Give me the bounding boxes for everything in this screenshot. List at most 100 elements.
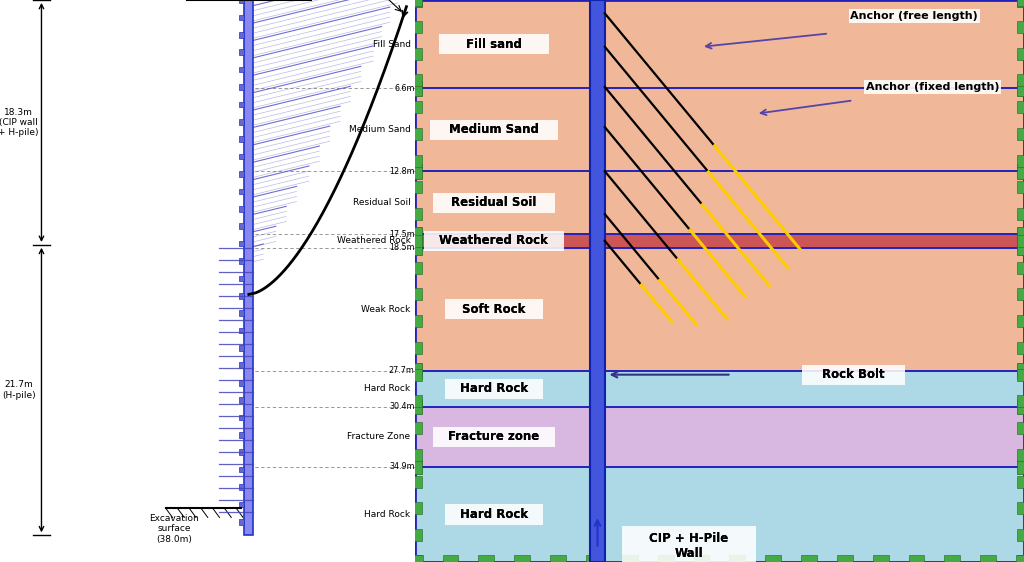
Bar [240, 275, 245, 281]
Bar [1017, 529, 1024, 541]
Text: Medium Sand: Medium Sand [449, 123, 539, 137]
Text: Hard Rock: Hard Rock [460, 382, 528, 395]
Bar [240, 450, 245, 455]
Text: Fracture Zone: Fracture Zone [347, 432, 411, 441]
Bar [240, 467, 245, 473]
Bar [240, 241, 245, 246]
Text: Anchor (free length): Anchor (free length) [851, 11, 978, 21]
Bar [1017, 0, 1024, 7]
Bar [240, 310, 245, 316]
Bar [240, 206, 245, 211]
Bar [1017, 48, 1024, 60]
Bar [240, 137, 245, 142]
Bar [1017, 240, 1024, 255]
Text: Residual Soil: Residual Soil [452, 196, 537, 209]
Bar [408, 21, 422, 33]
Bar [408, 261, 422, 274]
Bar [1017, 164, 1024, 179]
Bar [240, 397, 245, 403]
Text: Weak Rock: Weak Rock [361, 305, 411, 314]
Text: Weathered Rock: Weathered Rock [439, 234, 549, 247]
Bar [408, 81, 422, 96]
Text: Fill Sand: Fill Sand [373, 40, 411, 49]
Text: 21.7m
(H-pile): 21.7m (H-pile) [2, 380, 36, 400]
Bar [240, 415, 245, 420]
Bar [837, 555, 853, 562]
Bar [590, 0, 605, 562]
Bar [240, 171, 245, 177]
Bar [1017, 208, 1024, 220]
Bar [1017, 0, 1024, 6]
Bar [1017, 235, 1024, 247]
Bar [1017, 128, 1024, 140]
Bar [240, 15, 245, 20]
Bar [1017, 422, 1024, 434]
Bar [1016, 555, 1024, 562]
Bar [240, 502, 245, 507]
Bar [445, 505, 543, 524]
Bar [408, 0, 422, 7]
Bar [240, 119, 245, 125]
Text: Medium Sand: Medium Sand [449, 123, 539, 137]
Bar [765, 555, 781, 562]
Bar [442, 555, 459, 562]
Bar [408, 101, 422, 113]
Text: CIP + H-Pile
Wall: CIP + H-Pile Wall [649, 532, 728, 560]
Bar [408, 155, 422, 166]
Bar [729, 555, 745, 562]
Text: 27.7m: 27.7m [389, 366, 415, 375]
Bar [980, 555, 996, 562]
Text: CIP + H-Pile
Wall: CIP + H-Pile Wall [649, 532, 728, 560]
Bar [514, 555, 530, 562]
Bar [408, 208, 422, 220]
Bar [1017, 74, 1024, 87]
Text: Hard Rock: Hard Rock [460, 508, 528, 521]
Bar [240, 154, 245, 160]
Bar [240, 84, 245, 90]
Bar [433, 193, 555, 213]
Bar [657, 555, 674, 562]
Bar [408, 502, 422, 514]
Text: Fill sand: Fill sand [466, 38, 522, 51]
Bar [408, 529, 422, 541]
Bar [408, 460, 422, 474]
Text: Soft Rock: Soft Rock [462, 302, 525, 316]
Bar [1017, 363, 1024, 378]
Text: Hard Rock: Hard Rock [365, 384, 411, 393]
Bar [408, 396, 422, 407]
Bar [408, 74, 422, 87]
Bar [408, 449, 422, 461]
Bar [1017, 449, 1024, 461]
Text: Residual Soil: Residual Soil [452, 196, 537, 209]
Bar [430, 120, 558, 140]
Text: Fracture zone: Fracture zone [449, 430, 540, 443]
Text: Weathered Rock: Weathered Rock [337, 237, 411, 246]
Text: 34.9m: 34.9m [389, 463, 415, 472]
Bar [408, 0, 422, 6]
Bar [240, 293, 245, 298]
Bar [1017, 396, 1024, 407]
Bar [802, 365, 905, 385]
Text: Anchor (fixed length): Anchor (fixed length) [866, 82, 999, 92]
Bar [433, 427, 555, 447]
Bar [439, 34, 549, 54]
Bar [622, 555, 638, 562]
Bar [245, 0, 253, 535]
Bar [408, 128, 422, 140]
Bar [240, 484, 245, 490]
Bar [445, 379, 543, 399]
Bar [415, 0, 1024, 88]
Bar [408, 240, 422, 255]
Bar [408, 400, 422, 414]
Text: 18.3m
(CIP wall
+ H-pile): 18.3m (CIP wall + H-pile) [0, 107, 39, 137]
Text: 12.8m: 12.8m [389, 167, 415, 176]
Bar [408, 182, 422, 193]
Bar [240, 519, 245, 525]
Bar [1017, 227, 1024, 242]
Text: Rock Bolt: Rock Bolt [822, 368, 885, 381]
Bar [1017, 182, 1024, 193]
Bar [408, 556, 422, 562]
Bar [415, 407, 1024, 467]
Bar [408, 288, 422, 301]
Text: Excavation
surface
(38.0m): Excavation surface (38.0m) [150, 514, 199, 544]
